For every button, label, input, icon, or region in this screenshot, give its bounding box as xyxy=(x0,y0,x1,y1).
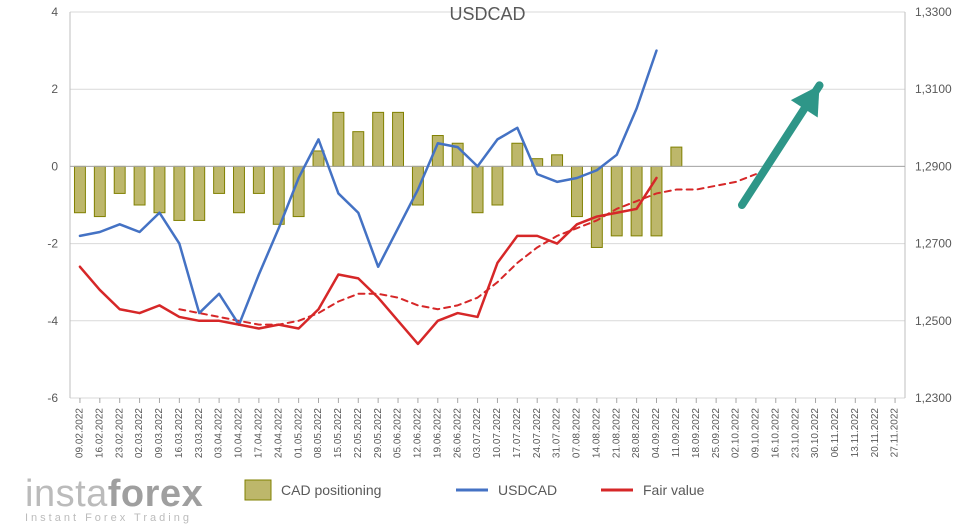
svg-text:19.06.2022: 19.06.2022 xyxy=(432,408,443,458)
svg-text:20.11.2022: 20.11.2022 xyxy=(870,408,881,458)
watermark-brand-part1: insta xyxy=(25,473,108,515)
svg-text:-6: -6 xyxy=(47,391,58,405)
svg-text:09.10.2022: 09.10.2022 xyxy=(751,408,762,458)
svg-text:13.11.2022: 13.11.2022 xyxy=(850,408,861,458)
svg-text:26.06.2022: 26.06.2022 xyxy=(452,408,463,458)
svg-text:24.04.2022: 24.04.2022 xyxy=(273,408,284,458)
svg-text:-2: -2 xyxy=(47,237,58,251)
svg-text:1,2300: 1,2300 xyxy=(915,391,952,405)
svg-text:1,3300: 1,3300 xyxy=(915,5,952,19)
svg-text:07.08.2022: 07.08.2022 xyxy=(572,408,583,458)
watermark-logo: instaforex xyxy=(25,473,203,516)
chart-svg: USDCAD -6 -4 -2 0 2 4 1,2300 1,2500 1,2700 1,2900 1… xyxy=(0,0,962,532)
svg-text:18.09.2022: 18.09.2022 xyxy=(691,408,702,458)
svg-text:08.05.2022: 08.05.2022 xyxy=(313,408,324,458)
svg-text:22.05.2022: 22.05.2022 xyxy=(353,408,364,458)
svg-text:04.09.2022: 04.09.2022 xyxy=(651,408,662,458)
svg-text:24.07.2022: 24.07.2022 xyxy=(532,408,543,458)
svg-text:09.02.2022: 09.02.2022 xyxy=(75,408,86,458)
svg-text:23.02.2022: 23.02.2022 xyxy=(114,408,125,458)
svg-text:23.10.2022: 23.10.2022 xyxy=(790,408,801,458)
svg-text:06.11.2022: 06.11.2022 xyxy=(830,408,841,458)
svg-text:14.08.2022: 14.08.2022 xyxy=(591,408,602,458)
svg-text:12.06.2022: 12.06.2022 xyxy=(413,408,424,458)
svg-text:23.03.2022: 23.03.2022 xyxy=(194,408,205,458)
svg-text:29.05.2022: 29.05.2022 xyxy=(373,408,384,458)
svg-text:1,3100: 1,3100 xyxy=(915,82,952,96)
svg-text:1,2900: 1,2900 xyxy=(915,159,952,173)
watermark-tagline: Instant Forex Trading xyxy=(25,512,203,524)
svg-text:1,2500: 1,2500 xyxy=(915,314,952,328)
svg-text:28.08.2022: 28.08.2022 xyxy=(631,408,642,458)
svg-text:-4: -4 xyxy=(47,314,58,328)
svg-text:16.02.2022: 16.02.2022 xyxy=(94,408,105,458)
svg-text:0: 0 xyxy=(51,159,58,173)
svg-text:17.04.2022: 17.04.2022 xyxy=(254,408,265,458)
legend: CAD positioning USDCAD Fair value xyxy=(245,480,705,500)
svg-text:16.10.2022: 16.10.2022 xyxy=(770,408,781,458)
svg-text:1,2700: 1,2700 xyxy=(915,237,952,251)
svg-text:15.05.2022: 15.05.2022 xyxy=(333,408,344,458)
svg-text:21.08.2022: 21.08.2022 xyxy=(611,408,622,458)
svg-text:02.03.2022: 02.03.2022 xyxy=(134,408,145,458)
svg-text:USDCAD: USDCAD xyxy=(498,482,557,498)
svg-text:27.11.2022: 27.11.2022 xyxy=(890,408,901,458)
svg-text:03.04.2022: 03.04.2022 xyxy=(214,408,225,458)
svg-text:17.07.2022: 17.07.2022 xyxy=(512,408,523,458)
svg-text:CAD positioning: CAD positioning xyxy=(281,482,381,498)
svg-text:25.09.2022: 25.09.2022 xyxy=(711,408,722,458)
svg-text:31.07.2022: 31.07.2022 xyxy=(552,408,563,458)
svg-text:05.06.2022: 05.06.2022 xyxy=(393,408,404,458)
svg-text:09.03.2022: 09.03.2022 xyxy=(154,408,165,458)
chart-container: USDCAD -6 -4 -2 0 2 4 1,2300 1,2500 1,2700 1,2900 1… xyxy=(0,0,962,532)
svg-text:10.07.2022: 10.07.2022 xyxy=(492,408,503,458)
svg-text:30.10.2022: 30.10.2022 xyxy=(810,408,821,458)
svg-text:02.10.2022: 02.10.2022 xyxy=(731,408,742,458)
svg-text:4: 4 xyxy=(51,5,58,19)
svg-text:Fair value: Fair value xyxy=(643,482,705,498)
watermark-brand-part2: forex xyxy=(108,473,203,515)
svg-text:2: 2 xyxy=(51,82,58,96)
svg-text:01.05.2022: 01.05.2022 xyxy=(293,408,304,458)
svg-text:USDCAD: USDCAD xyxy=(449,4,525,24)
svg-text:16.03.2022: 16.03.2022 xyxy=(174,408,185,458)
svg-text:10.04.2022: 10.04.2022 xyxy=(234,408,245,458)
watermark: instaforex Instant Forex Trading xyxy=(25,473,203,524)
svg-text:11.09.2022: 11.09.2022 xyxy=(671,408,682,458)
svg-text:03.07.2022: 03.07.2022 xyxy=(472,408,483,458)
